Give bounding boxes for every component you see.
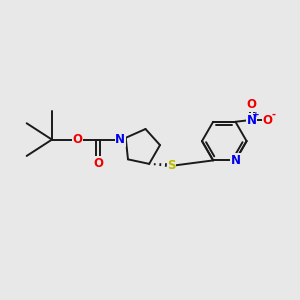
Text: -: - xyxy=(272,110,275,120)
Text: O: O xyxy=(93,157,103,170)
Text: N: N xyxy=(247,114,257,127)
Text: O: O xyxy=(72,133,82,146)
Text: O: O xyxy=(247,98,257,111)
Text: N: N xyxy=(115,133,125,146)
Text: S: S xyxy=(167,159,176,172)
Text: N: N xyxy=(230,154,241,167)
Text: O: O xyxy=(262,114,272,127)
Text: +: + xyxy=(252,110,260,119)
